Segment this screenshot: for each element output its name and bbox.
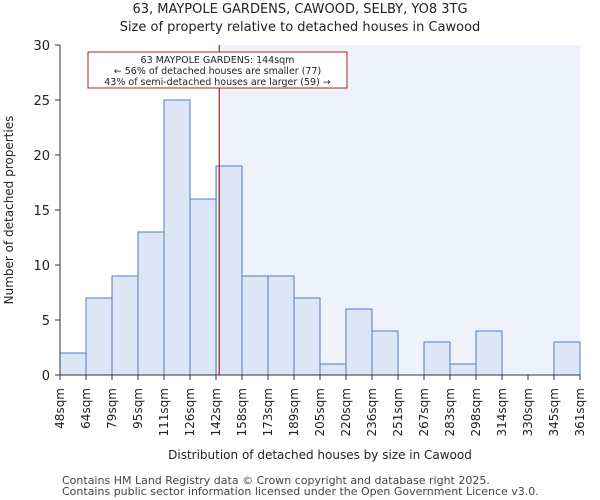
footer-line-1: Contains HM Land Registry data © Crown c… xyxy=(62,474,490,487)
x-tick-label: 95sqm xyxy=(131,388,145,429)
x-tick-label: 173sqm xyxy=(261,388,275,436)
x-tick-label: 345sqm xyxy=(547,388,561,436)
y-axis-label: Number of detached properties xyxy=(2,116,16,305)
annotation-line-3: 43% of semi-detached houses are larger (… xyxy=(104,77,331,88)
annotation-line-2: ← 56% of detached houses are smaller (77… xyxy=(114,66,321,77)
annotation-box xyxy=(87,51,348,89)
bar xyxy=(293,297,321,376)
annotation-line-1: 63 MAYPOLE GARDENS: 144sqm xyxy=(141,55,295,66)
bar xyxy=(241,275,269,376)
bar xyxy=(137,231,165,376)
y-tick-label: 10 xyxy=(33,259,50,274)
x-tick-label: 79sqm xyxy=(105,388,119,429)
bar xyxy=(189,198,217,376)
bar xyxy=(111,275,139,376)
bar xyxy=(85,297,113,376)
x-tick-label: 205sqm xyxy=(313,388,327,436)
x-tick-label: 64sqm xyxy=(79,388,93,429)
x-tick-label: 330sqm xyxy=(521,388,535,436)
x-tick-label: 126sqm xyxy=(183,388,197,436)
bar xyxy=(475,330,503,376)
bar xyxy=(267,275,295,376)
bar xyxy=(163,99,191,376)
x-tick-label: 314sqm xyxy=(495,388,509,436)
bar xyxy=(371,330,399,376)
x-tick-label: 361sqm xyxy=(573,388,587,436)
bar xyxy=(215,165,243,376)
y-tick-label: 20 xyxy=(33,149,50,164)
x-tick-label: 142sqm xyxy=(209,388,223,436)
y-tick-label: 25 xyxy=(33,94,50,109)
x-tick-label: 251sqm xyxy=(391,388,405,436)
x-tick-label: 298sqm xyxy=(469,388,483,436)
x-tick-label: 48sqm xyxy=(53,388,67,429)
y-tick-label: 30 xyxy=(33,39,50,54)
bar xyxy=(319,363,347,376)
x-tick-label: 236sqm xyxy=(365,388,379,436)
x-tick-label: 283sqm xyxy=(443,388,457,436)
bar xyxy=(423,341,451,376)
x-tick-label: 189sqm xyxy=(287,388,301,436)
chart-subtitle: Size of property relative to detached ho… xyxy=(119,20,481,35)
footer-line-2: Contains public sector information licen… xyxy=(62,485,539,498)
bar xyxy=(59,352,87,376)
bar xyxy=(553,341,581,376)
y-tick-label: 0 xyxy=(42,369,50,384)
x-tick-label: 220sqm xyxy=(339,388,353,436)
x-tick-label: 111sqm xyxy=(157,388,171,436)
x-tick-label: 267sqm xyxy=(417,388,431,436)
chart-title: 63, MAYPOLE GARDENS, CAWOOD, SELBY, YO8 … xyxy=(132,2,468,17)
y-tick-label: 5 xyxy=(42,314,50,329)
y-tick-label: 15 xyxy=(33,204,50,219)
x-axis-label: Distribution of detached houses by size … xyxy=(168,448,472,462)
bar xyxy=(345,308,373,376)
x-tick-label: 158sqm xyxy=(235,388,249,436)
bar xyxy=(449,363,477,376)
